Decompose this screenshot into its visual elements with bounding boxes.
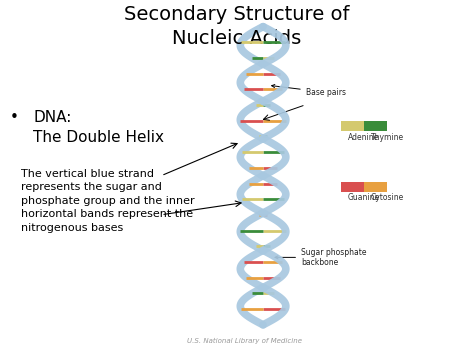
Text: DNA:: DNA:	[33, 110, 72, 125]
Text: U.S. National Library of Medicine: U.S. National Library of Medicine	[187, 338, 301, 344]
Text: •: •	[9, 110, 18, 125]
Text: Thymine: Thymine	[371, 133, 404, 142]
Text: Base pairs: Base pairs	[272, 84, 346, 97]
Text: Secondary Structure of
Nucleic Acids: Secondary Structure of Nucleic Acids	[124, 5, 350, 48]
Text: Guanine: Guanine	[348, 193, 380, 202]
Text: The Double Helix: The Double Helix	[33, 130, 164, 144]
Bar	[341, 182, 364, 192]
Text: Sugar phosphate
backbone: Sugar phosphate backbone	[275, 248, 366, 267]
Text: The vertical blue strand
represents the sugar and
phosphate group and the inner
: The vertical blue strand represents the …	[21, 169, 195, 233]
Text: Cytosine: Cytosine	[371, 193, 404, 202]
Bar	[364, 121, 387, 131]
Bar	[341, 121, 364, 131]
Bar	[364, 182, 387, 192]
Text: Adenine: Adenine	[348, 133, 379, 142]
